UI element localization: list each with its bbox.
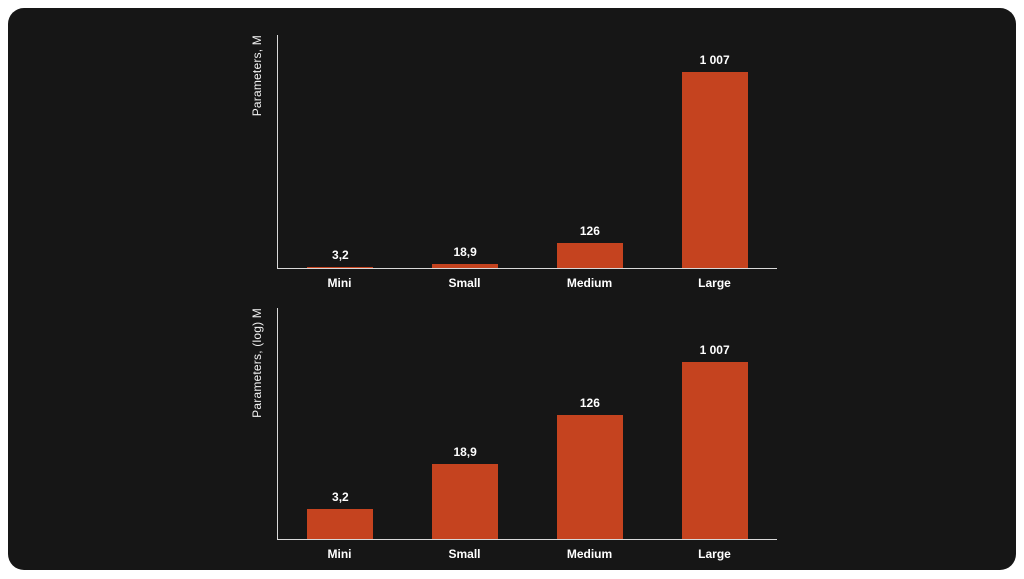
bar-value-label: 126: [579, 224, 600, 238]
bar-value-label: 126: [579, 396, 600, 410]
category-label: Mini: [327, 276, 352, 290]
y-axis-label: Parameters, M: [250, 35, 264, 117]
plot-area: 3,2 18,9 126 1 007: [277, 35, 777, 269]
bar-group: 126: [528, 396, 653, 539]
y-axis-label-wrap: Parameters, M: [247, 35, 267, 116]
category-label: Small: [448, 547, 481, 561]
category-label: Small: [448, 276, 481, 290]
category-axis: Mini Small Medium Large: [277, 547, 777, 561]
chart-log: Parameters, (log) M 3,2 18,9 126 1 007 Mini…: [8, 308, 1016, 561]
category-label: Large: [698, 547, 731, 561]
bar: [556, 243, 623, 268]
category-axis: Mini Small Medium Large: [277, 276, 777, 290]
category-label: Mini: [327, 547, 352, 561]
bar: [681, 362, 748, 539]
slide-canvas: Parameters, M 3,2 18,9 126 1 007 Mini Small M…: [8, 8, 1016, 570]
bar-group: 126: [528, 224, 653, 268]
plot-area: 3,2 18,9 126 1 007: [277, 308, 777, 540]
bar: [432, 464, 499, 539]
plot-column: 3,2 18,9 126 1 007 Mini Small Medium Large: [277, 308, 777, 561]
bar: [307, 267, 374, 268]
category-label: Large: [698, 276, 731, 290]
bar-value-label: 3,2: [332, 248, 349, 262]
bar-value-label: 18,9: [453, 245, 477, 259]
bar-group: 3,2: [278, 490, 403, 539]
bar-group: 3,2: [278, 248, 403, 268]
bar-value-label: 3,2: [332, 490, 349, 504]
bar-value-label: 1 007: [699, 343, 730, 357]
chart-linear: Parameters, M 3,2 18,9 126 1 007 Mini Small M…: [8, 35, 1016, 290]
bar-group: 18,9: [403, 245, 528, 268]
bar: [681, 72, 748, 268]
plot-column: 3,2 18,9 126 1 007 Mini Small Medium Large: [277, 35, 777, 290]
y-axis-label-wrap: Parameters, (log) M: [247, 308, 267, 418]
bar-value-label: 1 007: [699, 53, 730, 67]
bar: [307, 509, 374, 539]
bar-value-label: 18,9: [453, 445, 477, 459]
bar-group: 1 007: [652, 53, 777, 268]
bar-group: 1 007: [652, 343, 777, 539]
category-label: Medium: [566, 547, 613, 561]
y-axis-label: Parameters, (log) M: [250, 308, 264, 418]
bar-group: 18,9: [403, 445, 528, 539]
bar: [556, 415, 623, 539]
bar: [432, 264, 499, 268]
category-label: Medium: [566, 276, 613, 290]
